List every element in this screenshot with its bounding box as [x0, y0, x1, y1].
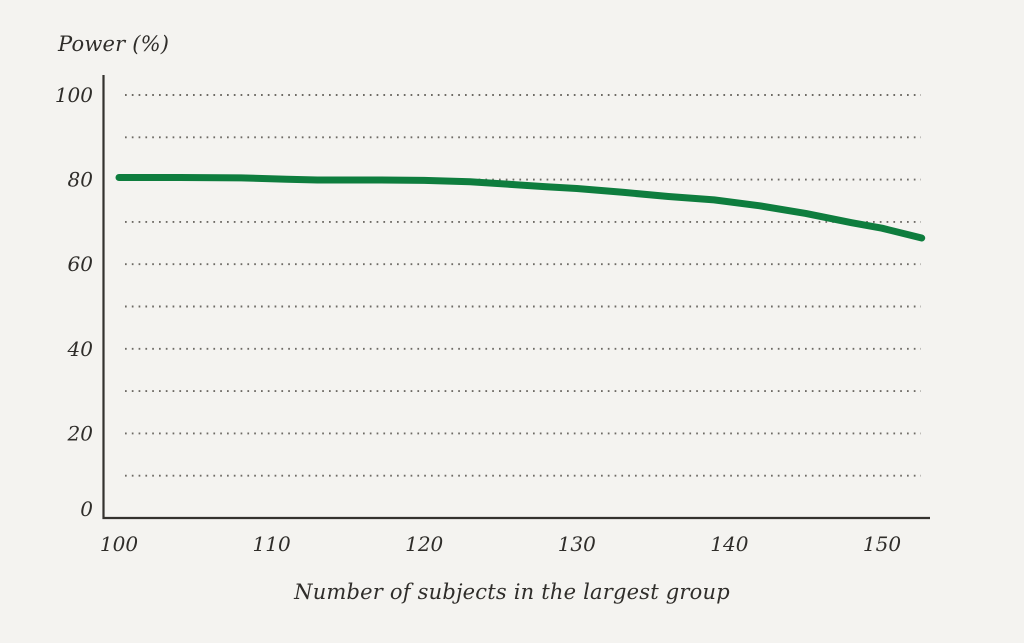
x-tick-label: 140 — [710, 532, 748, 556]
y-tick-label: 20 — [67, 421, 94, 445]
y-tick-label: 60 — [68, 252, 94, 276]
y-axis-title: Power (%) — [58, 32, 170, 56]
axis-lines — [102, 75, 930, 520]
x-axis-title: Number of subjects in the largest group — [294, 580, 730, 604]
x-tick-label: 120 — [405, 532, 443, 556]
y-tick-label: 100 — [55, 83, 93, 107]
x-tick-label: 110 — [253, 532, 291, 556]
y-tick-label: 0 — [80, 497, 93, 521]
x-tick-label: 130 — [558, 532, 596, 556]
x-tick-label: 150 — [863, 532, 901, 556]
y-tick-label: 40 — [67, 337, 94, 361]
x-tick-label: 100 — [100, 532, 138, 556]
power-curve — [115, 174, 926, 242]
y-tick-label: 80 — [68, 168, 94, 192]
